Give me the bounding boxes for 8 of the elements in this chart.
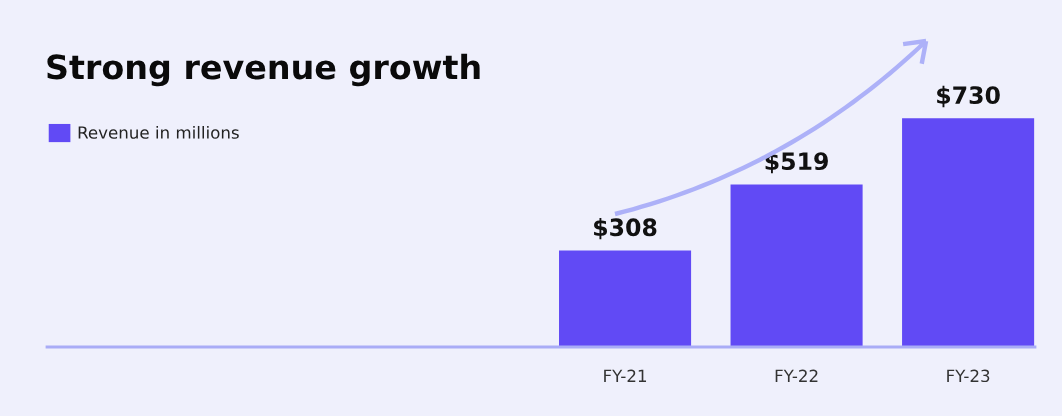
data-label: $308 <box>594 217 657 240</box>
x-tick-label: FY-23 <box>947 369 990 383</box>
data-label: $519 <box>765 151 828 174</box>
x-tick-label: FY-21 <box>604 369 647 382</box>
x-tick-label: FY-22 <box>775 369 818 382</box>
legend-label: Revenue in millions <box>78 125 239 139</box>
data-label: $730 <box>937 85 1000 108</box>
text: Strong revenue growth <box>47 53 480 87</box>
